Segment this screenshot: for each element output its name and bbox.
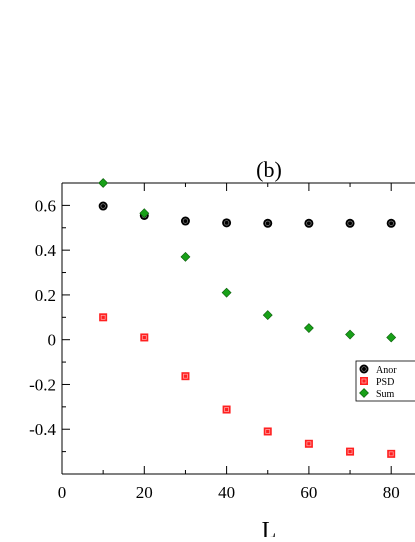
data-point-psd bbox=[387, 449, 396, 458]
x-tick-label: 20 bbox=[136, 483, 153, 502]
y-tick-label: 0.4 bbox=[35, 241, 57, 260]
legend-label: PSD bbox=[376, 377, 394, 388]
x-tick-label: 60 bbox=[300, 483, 317, 502]
data-point-psd bbox=[263, 427, 272, 436]
data-point-anor bbox=[222, 218, 232, 228]
data-point-sum bbox=[303, 323, 314, 333]
y-tick-label: 0.2 bbox=[35, 286, 56, 305]
data-point-psd bbox=[222, 405, 231, 414]
y-tick-label: 0 bbox=[48, 331, 57, 350]
chart-title: (b) bbox=[256, 157, 282, 182]
data-point-anor bbox=[345, 218, 355, 228]
data-point-psd bbox=[304, 439, 313, 448]
x-axis-label: L bbox=[262, 518, 277, 537]
data-point-sum bbox=[180, 251, 191, 262]
data-point-psd bbox=[346, 447, 355, 456]
data-point-sum bbox=[98, 178, 109, 188]
data-point-psd bbox=[181, 372, 190, 381]
legend-label: Anor bbox=[376, 365, 397, 376]
data-point-sum bbox=[345, 329, 355, 340]
data-point-sum bbox=[139, 208, 150, 219]
data-point-anor bbox=[263, 218, 273, 228]
legend-marker bbox=[359, 388, 369, 398]
y-tick-label: 0.6 bbox=[35, 196, 56, 215]
y-tick-label: -0.2 bbox=[29, 375, 56, 394]
y-tick-label: -0.4 bbox=[29, 420, 56, 439]
x-tick-label: 80 bbox=[383, 483, 400, 502]
data-point-anor bbox=[180, 216, 190, 226]
data-point-sum bbox=[386, 332, 397, 343]
legend-marker bbox=[359, 364, 369, 374]
data-point-anor bbox=[98, 201, 108, 211]
data-point-psd bbox=[140, 333, 149, 342]
data-point-sum bbox=[221, 287, 232, 298]
legend-label: Sum bbox=[376, 389, 395, 400]
x-tick-label: 0 bbox=[58, 483, 67, 502]
data-point-anor bbox=[304, 218, 314, 228]
data-point-sum bbox=[262, 310, 273, 320]
legend-marker bbox=[360, 377, 368, 385]
x-tick-label: 40 bbox=[218, 483, 235, 502]
data-point-anor bbox=[386, 218, 396, 228]
data-point-psd bbox=[99, 313, 108, 322]
